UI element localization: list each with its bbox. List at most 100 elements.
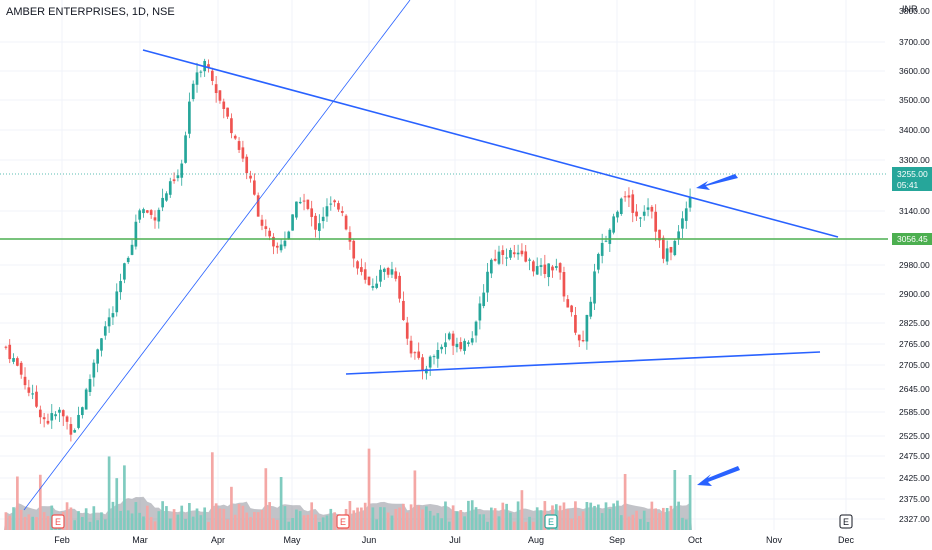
volume-bar: [264, 468, 268, 530]
candle-body: [348, 232, 352, 242]
candle-body: [12, 358, 15, 362]
volume-bar: [612, 503, 615, 530]
candle-body: [218, 90, 222, 101]
candle-body: [130, 244, 134, 255]
steep-trendline[interactable]: [23, 0, 411, 511]
volume-bar: [394, 508, 398, 530]
candle-body: [428, 356, 432, 368]
candle-body: [145, 210, 149, 213]
candle-body: [593, 271, 596, 304]
candle-body: [344, 215, 348, 230]
candle-body: [360, 267, 363, 272]
volume-bar: [532, 521, 535, 530]
candle-body: [447, 333, 451, 340]
candle-body: [413, 352, 417, 354]
upper-trendline[interactable]: [142, 49, 839, 238]
volume-bar: [608, 508, 612, 530]
candle-body: [382, 268, 386, 272]
candle-body: [673, 240, 677, 256]
price-tick-label: 3700.00: [899, 37, 930, 47]
candle-body: [562, 272, 566, 297]
candle-body: [42, 417, 46, 420]
volume-bar: [524, 521, 528, 530]
candle-body: [268, 230, 271, 237]
earnings-marker[interactable]: E: [336, 514, 350, 529]
volume-bar: [38, 474, 42, 530]
volume-bar: [199, 515, 203, 530]
volume-bar: [570, 518, 573, 530]
candle-body: [650, 206, 654, 212]
volume-bar: [577, 515, 581, 530]
volume-bar: [505, 503, 508, 530]
candle-body: [283, 240, 287, 247]
candle-body: [688, 196, 692, 208]
candle-body: [310, 208, 314, 217]
lower-trendline[interactable]: [345, 351, 821, 375]
candle-body: [409, 340, 413, 354]
volume-bar: [210, 452, 214, 530]
volume-bar: [287, 521, 291, 530]
candle-body: [665, 248, 669, 262]
earnings-label: E: [843, 517, 849, 527]
volume-bar: [161, 501, 164, 530]
candle-body: [581, 340, 585, 342]
volume-bar: [214, 503, 218, 530]
candle-body: [394, 271, 398, 279]
symbol-title[interactable]: AMBER ENTERPRISES, 1D, NSE: [6, 6, 175, 18]
volume-bar: [535, 507, 539, 530]
candle-body: [77, 414, 80, 428]
volume-bar: [646, 521, 650, 530]
volume-bar: [658, 512, 661, 530]
support-level-value: 3056.45: [897, 234, 928, 244]
volume-bar: [363, 502, 367, 530]
volume-bar: [115, 478, 119, 530]
volume-bar: [455, 511, 459, 530]
volume-bar: [623, 473, 627, 530]
volume-bar: [398, 507, 401, 530]
candle-body: [119, 281, 122, 293]
volume-bar: [130, 513, 134, 530]
volume-bar: [165, 506, 168, 530]
volume-bar: [436, 513, 440, 530]
candle-body: [92, 362, 96, 378]
candle-body: [65, 416, 69, 422]
volume-bar: [650, 501, 654, 530]
candle-body: [8, 344, 12, 360]
volume-bar: [314, 514, 317, 530]
price-tick-label: 2475.00: [899, 451, 930, 461]
candle-body: [604, 240, 608, 242]
candle-body: [520, 250, 524, 255]
candle-body: [631, 194, 635, 213]
candle-body: [19, 362, 23, 375]
candle-body: [264, 226, 268, 229]
candle-body: [38, 409, 42, 418]
candle-body: [402, 300, 405, 321]
volume-bar: [432, 515, 436, 530]
volume-bar: [581, 511, 585, 530]
volume-bar: [669, 505, 673, 530]
candle-body: [455, 343, 459, 348]
bar-countdown: 05:41: [897, 180, 919, 190]
volume-bar: [27, 514, 31, 530]
volume-bar: [673, 470, 677, 530]
volume-bar: [600, 513, 604, 530]
earnings-marker[interactable]: E: [51, 514, 65, 529]
price-axis[interactable]: 3800.00 3700.00 3600.00 3500.00 3400.00 …: [899, 6, 930, 524]
candle-body: [474, 321, 478, 336]
volume-bar: [684, 519, 688, 530]
candle-body: [103, 326, 107, 336]
volume-ma-area: [4, 496, 692, 530]
volume-bar: [451, 505, 455, 530]
earnings-marker[interactable]: E: [839, 514, 853, 529]
volume-bar: [512, 521, 516, 530]
candle-body: [195, 72, 199, 85]
time-axis[interactable]: Feb Mar Apr May Jun Jul Aug Sep Oct Nov …: [54, 535, 854, 545]
time-tick-label: Dec: [838, 535, 855, 545]
volume-bar: [42, 512, 46, 530]
volume-bar: [16, 476, 19, 530]
candle-body: [295, 201, 298, 218]
earnings-marker[interactable]: E: [544, 514, 558, 529]
volume-bar: [298, 511, 302, 530]
candle-body: [505, 257, 508, 259]
